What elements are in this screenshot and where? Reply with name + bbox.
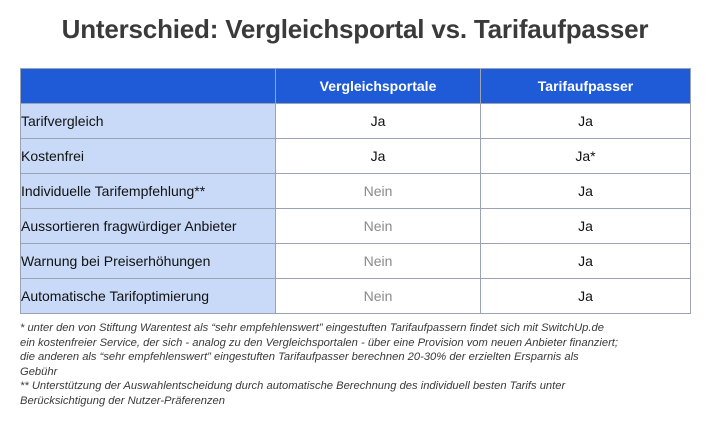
table-row: Tarifvergleich Ja Ja <box>20 103 691 139</box>
footnote-line: * unter den von Stiftung Warentest als “… <box>20 322 604 334</box>
aufpasser-value: Ja <box>480 278 691 314</box>
row-label: Kostenfrei <box>20 138 276 174</box>
header-corner-cell <box>20 68 276 104</box>
table-row: Automatische Tarifoptimierung Nein Ja <box>20 278 691 314</box>
aufpasser-value: Ja <box>480 208 691 244</box>
row-label: Automatische Tarifoptimierung <box>20 278 276 314</box>
header-tarifaufpasser: Tarifaufpasser <box>480 68 691 104</box>
row-label: Individuelle Tarifempfehlung** <box>20 173 276 209</box>
aufpasser-value: Ja <box>480 173 691 209</box>
table-row: Individuelle Tarifempfehlung** Nein Ja <box>20 173 691 209</box>
aufpasser-value: Ja* <box>480 138 691 174</box>
portal-value: Nein <box>275 173 481 209</box>
portal-value: Ja <box>275 103 481 139</box>
footnotes: * unter den von Stiftung Warentest als “… <box>20 321 692 409</box>
table-header-row: Vergleichsportale Tarifaufpasser <box>20 68 691 104</box>
footnote-line: Gebühr <box>20 365 58 378</box>
row-label: Tarifvergleich <box>20 103 276 139</box>
table-row: Aussortieren fragwürdiger Anbieter Nein … <box>20 208 691 244</box>
row-label: Warnung bei Preiserhöhungen <box>20 243 276 279</box>
page-title: Unterschied: Vergleichsportal vs. Tarifa… <box>61 14 649 44</box>
footnote-line: ** Unterstützung der Auswahlentscheidung… <box>20 380 566 393</box>
footnote-line: ein kostenfreier Service, der sich - ana… <box>20 336 619 349</box>
table-row: Warnung bei Preiserhöhungen Nein Ja <box>20 243 691 279</box>
portal-value: Nein <box>275 208 481 244</box>
row-label: Aussortieren fragwürdiger Anbieter <box>20 208 276 244</box>
footnote-line: Berücksichtigung der Nutzer-Präferenzen <box>20 394 226 407</box>
footnote-line: die anderen als “sehr empfehlenswert” ei… <box>20 351 579 364</box>
header-vergleichsportale: Vergleichsportale <box>275 68 481 104</box>
aufpasser-value: Ja <box>480 103 691 139</box>
aufpasser-value: Ja <box>480 243 691 279</box>
comparison-table: Vergleichsportale Tarifaufpasser Tarifve… <box>20 68 691 314</box>
portal-value: Nein <box>275 278 481 314</box>
portal-value: Ja <box>275 138 481 174</box>
table-row: Kostenfrei Ja Ja* <box>20 138 691 174</box>
portal-value: Nein <box>275 243 481 279</box>
